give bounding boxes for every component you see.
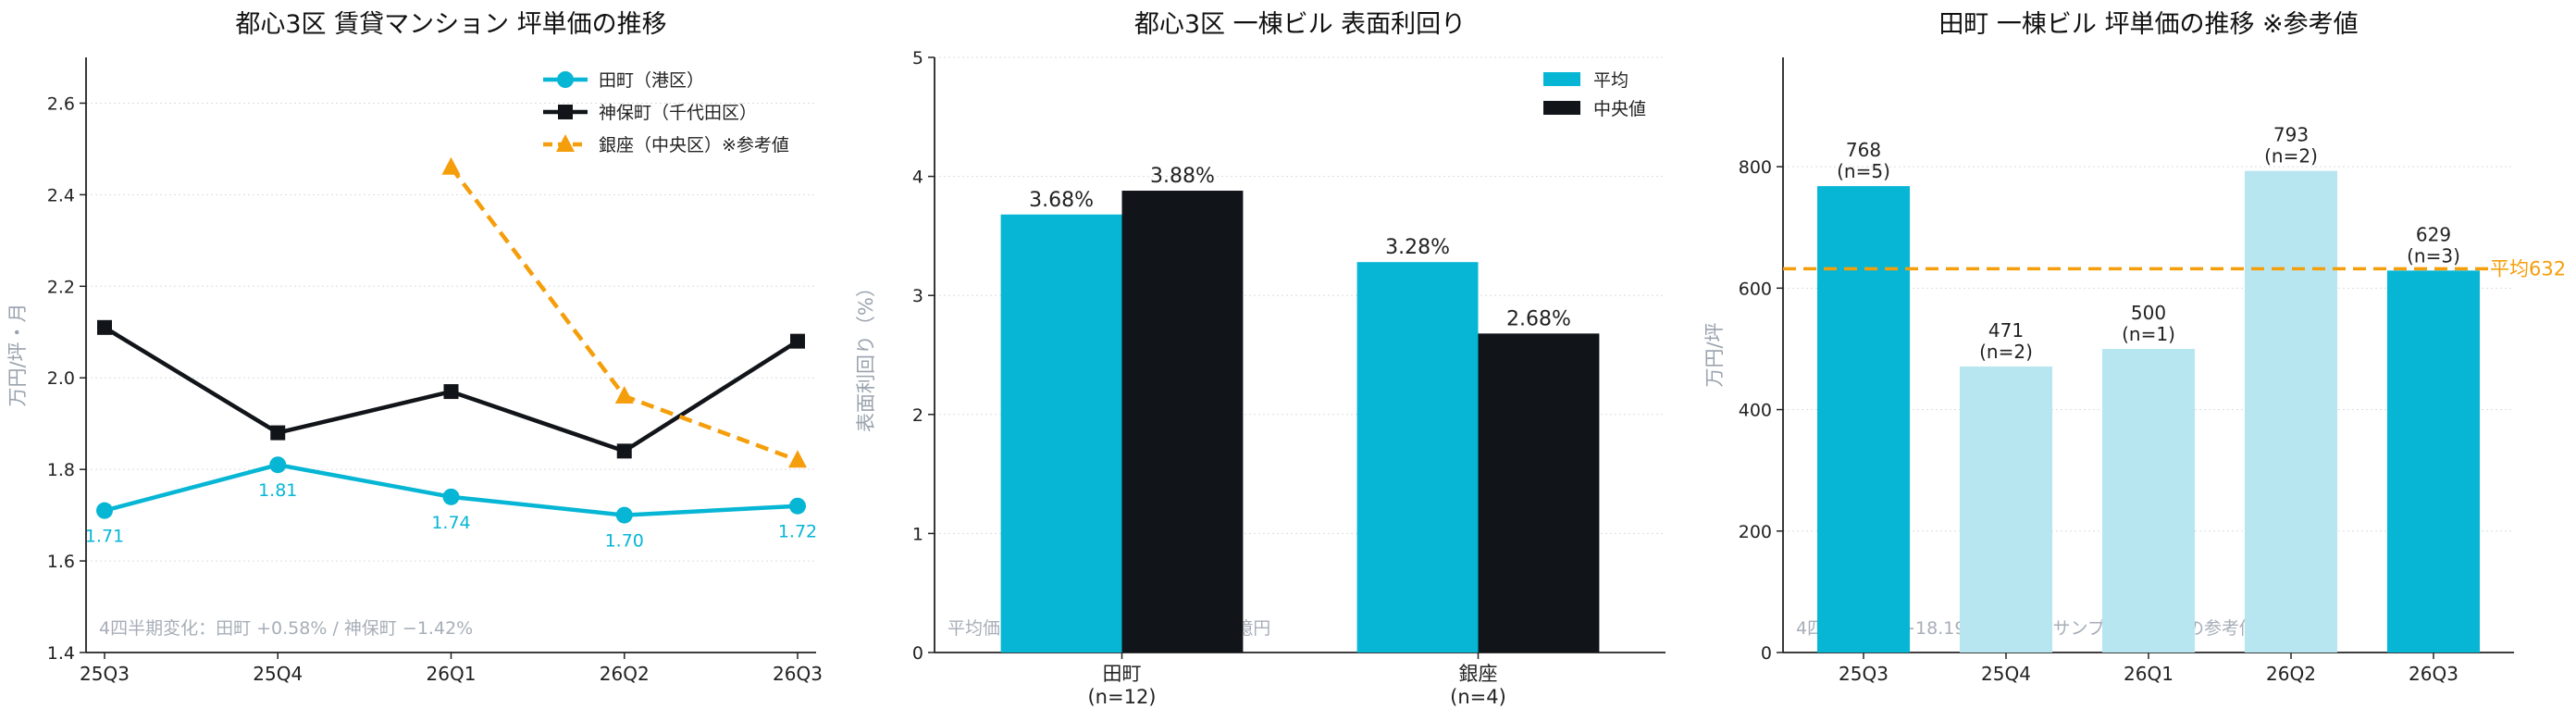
sample-label: (n=5) [1837,160,1890,182]
data-label: 2.68% [1506,307,1571,330]
sample-label: (n=3) [2407,244,2460,267]
y-tick-label: 2 [912,405,923,426]
marker-circle [557,71,574,88]
x-tick-label: 25Q3 [80,663,130,685]
line-chart-panel: 1.4 1.6 1.8 2.0 2.2 2.4 2.6 都心3区 賃貸マンション 坪単価の推移… [6,10,823,685]
data-label: 1.71 [85,527,124,547]
legend-label: 田町（港区） [599,70,704,91]
marker-circle [269,456,287,474]
chart-title: 都心3区 一棟ビル 表面利回り [1134,10,1466,39]
data-label: 3.28% [1385,236,1450,259]
y-tick-label: 400 [1739,401,1772,421]
bar [2386,270,2481,653]
y-tick-label: 0 [1761,643,1772,664]
marker-square [97,319,112,335]
bar [1959,366,2053,653]
bar-1 [1478,333,1600,653]
x-tick-label: 26Q2 [2266,663,2316,685]
y-tick-label: 2.4 [47,185,75,205]
x-tick-label: 25Q4 [253,663,303,685]
chart-title: 都心3区 賃貸マンション 坪単価の推移 [235,10,666,39]
bar-0 [1000,214,1122,653]
y-axis-label: 万円/坪 [1703,322,1726,387]
x-tick-label: 25Q3 [1839,663,1889,685]
reference-line-label: 平均632 [2490,257,2566,280]
value-label: 500 [2131,302,2166,324]
marker-square [616,443,632,459]
y-tick-label: 800 [1739,157,1772,178]
x-tick-label: 26Q1 [427,663,477,685]
marker-square [790,333,805,349]
data-label: 1.70 [605,531,644,552]
value-label: 793 [2273,124,2309,146]
y-tick-label: 0 [912,643,923,664]
y-tick-label: 1.6 [47,552,75,572]
marker-square [558,105,573,119]
marker-triangle [614,386,634,404]
marker-triangle [441,156,461,175]
y-tick-label: 4 [912,168,923,188]
legend-swatch [1543,72,1580,86]
data-label: 1.74 [431,513,470,533]
y-tick-label: 5 [912,48,923,68]
value-label: 471 [1988,319,2024,342]
marker-circle [615,506,633,524]
x-tick-label: (n=12) [1087,686,1156,708]
chart-title: 田町 一棟ビル 坪単価の推移 ※参考値 [1938,10,2358,39]
x-tick-label: 26Q3 [2409,663,2458,685]
legend-label: 平均 [1593,70,1629,91]
y-tick-label: 200 [1739,522,1772,542]
y-tick-label: 2.6 [47,93,75,114]
marker-circle [96,502,113,519]
marker-triangle [556,134,575,152]
legend-label: 中央値 [1593,99,1646,119]
data-label: 3.68% [1029,189,1094,212]
x-tick-label: 銀座 [1459,663,1498,685]
y-axis-label: 表面利回り（%） [855,278,877,432]
marker-square [443,384,459,400]
bar [2101,348,2196,653]
data-label: 1.72 [778,522,817,542]
x-tick-label: 25Q4 [1981,663,2031,685]
data-label: 3.88% [1150,165,1215,188]
y-tick-label: 1.8 [47,460,75,480]
x-tick-label: 26Q1 [2124,663,2174,685]
bar [1816,186,1911,653]
y-tick-label: 1.4 [47,643,75,664]
data-label: 1.81 [258,480,297,501]
legend-swatch [1543,101,1580,115]
x-tick-label: 26Q2 [600,663,650,685]
sample-label: (n=2) [2264,145,2318,168]
legend-label: 神保町（千代田区） [599,103,757,123]
value-label: 768 [1846,139,1881,161]
y-tick-label: 2.2 [47,277,75,297]
bar [2244,170,2338,653]
bar-0 [1356,262,1479,653]
bar-1 [1121,191,1244,653]
marker-triangle [788,450,807,468]
x-tick-label: (n=4) [1450,686,1506,708]
y-tick-label: 2.0 [47,368,75,389]
y-tick-label: 600 [1739,279,1772,299]
marker-square [270,425,286,441]
marker-circle [442,488,460,505]
legend-label: 銀座（中央区）※参考値 [599,135,789,155]
value-label: 629 [2416,223,2451,245]
y-axis-label: 万円/坪・月 [6,303,29,406]
y-tick-label: 3 [912,286,923,306]
x-tick-label: 田町 [1103,663,1142,685]
chart-note: 4四半期変化：田町 +0.58% / 神保町 −1.42% [99,618,473,639]
y-tick-label: 1 [912,524,923,544]
marker-circle [789,497,806,515]
x-tick-label: 26Q3 [773,663,823,685]
sample-label: (n=2) [1979,341,2033,363]
sample-label: (n=1) [2122,323,2175,345]
